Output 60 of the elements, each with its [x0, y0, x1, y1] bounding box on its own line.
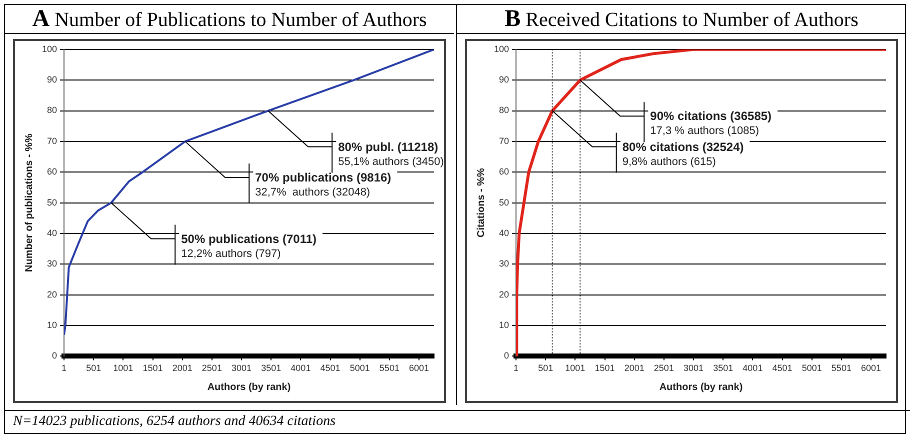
x-tick-label: 2001 [172, 363, 192, 374]
y-tick-label: 50 [499, 197, 510, 208]
annotation: 70% publications (9816) 32,7% authors (32048) [255, 170, 392, 198]
x-tick-label: 1 [62, 363, 67, 374]
y-tick-label: 40 [47, 228, 58, 238]
y-tick-label: 60 [499, 166, 510, 177]
x-tick-label: 1001 [565, 363, 586, 374]
x-tick-label: 501 [86, 363, 102, 374]
x-tick-label: 3501 [713, 363, 734, 374]
x-tick-label: 6001 [409, 363, 430, 374]
y-axis-title: Citations - %% [476, 168, 487, 238]
x-tick-label: 4001 [742, 363, 763, 374]
y-tick-label: 70 [47, 136, 58, 146]
x-tick-label: 3501 [261, 363, 282, 374]
chart-title: A Number of Publications to Number of Authors [5, 5, 454, 34]
x-tick-label: 2001 [624, 363, 644, 374]
y-tick-label: 10 [47, 320, 58, 330]
x-tick-label: 3001 [232, 363, 252, 374]
y-tick-label: 30 [499, 258, 510, 269]
y-tick-label: 0 [52, 350, 58, 361]
x-tick-label: 5001 [802, 363, 822, 374]
x-tick-label: 1501 [142, 363, 163, 374]
annotation: 90% citations (36585) 17,3 % authors (1085) [650, 109, 772, 138]
y-tick-label: 0 [504, 350, 510, 361]
text: N=14023 publications, 6254 authors and 40634 citations [5, 410, 910, 433]
y-tick-label: 10 [499, 320, 510, 330]
x-tick-label: 2501 [202, 363, 222, 374]
y-tick-label: 20 [47, 289, 58, 300]
annotation: 80% publ. (11218) 55,1% authors (3450) [338, 140, 444, 168]
y-tick-label: 30 [47, 258, 58, 269]
x-tick-label: 1501 [594, 363, 615, 374]
y-tick-label: 100 [42, 44, 58, 54]
x-axis-title: Authors (by rank) [207, 382, 291, 393]
x-tick-label: 2501 [654, 363, 674, 374]
x-tick-label: 6001 [861, 363, 882, 374]
y-tick-label: 20 [499, 289, 510, 300]
x-tick-label: 5501 [831, 363, 852, 374]
x-tick-label: 5501 [379, 363, 400, 374]
x-tick-label: 5001 [350, 363, 370, 374]
annotation: 80% citations (32524) 9,8% authors (615) [622, 140, 744, 168]
y-tick-label: 60 [47, 166, 58, 177]
y-tick-label: 80 [47, 105, 58, 116]
y-tick-label: 90 [499, 74, 510, 85]
x-tick-label: 1001 [113, 363, 134, 374]
y-tick-label: 100 [494, 44, 510, 54]
x-tick-label: 4501 [772, 363, 792, 374]
y-tick-label: 40 [499, 228, 510, 238]
x-tick-label: 4501 [320, 363, 340, 374]
annotation: 50% publications (7011) 12,2% authors (797) [181, 232, 317, 260]
y-tick-label: 50 [47, 197, 58, 208]
y-tick-label: 70 [499, 136, 510, 146]
x-tick-label: 4001 [290, 363, 311, 374]
x-axis-title: Authors (by rank) [659, 382, 743, 393]
y-axis-title: Number of publications - %% [24, 134, 35, 272]
x-tick-label: 501 [538, 363, 554, 374]
x-tick-label: 1 [514, 363, 519, 374]
y-tick-label: 90 [47, 74, 58, 85]
chart-title: B Received Citations to Number of Authors [457, 5, 906, 34]
x-tick-label: 3001 [684, 363, 704, 374]
y-tick-label: 80 [499, 105, 510, 116]
